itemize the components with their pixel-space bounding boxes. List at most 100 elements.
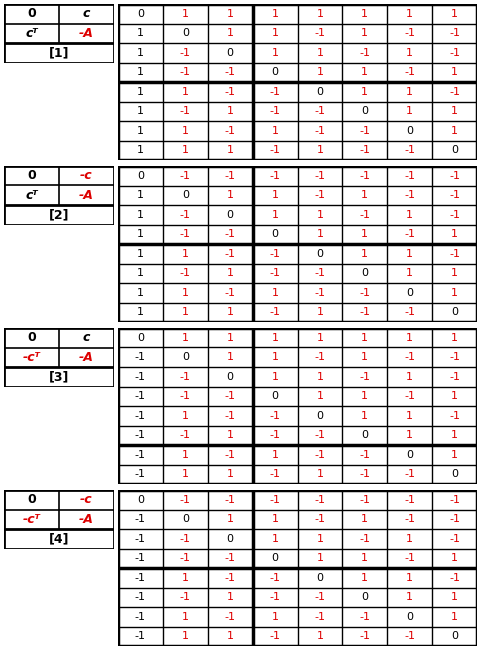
Text: -1: -1 bbox=[269, 592, 280, 602]
Text: -A: -A bbox=[79, 189, 94, 202]
Text: 1: 1 bbox=[271, 534, 278, 544]
Text: 1: 1 bbox=[450, 592, 457, 602]
Text: 0: 0 bbox=[137, 8, 144, 19]
Text: -1: -1 bbox=[135, 515, 145, 524]
Text: -cᵀ: -cᵀ bbox=[23, 513, 40, 526]
Text: -1: -1 bbox=[224, 573, 235, 582]
Text: -1: -1 bbox=[269, 170, 280, 181]
Text: 0: 0 bbox=[450, 145, 457, 155]
Text: 1: 1 bbox=[137, 67, 144, 77]
Text: 0: 0 bbox=[316, 411, 323, 421]
Text: 0: 0 bbox=[360, 268, 368, 278]
Text: -1: -1 bbox=[135, 411, 145, 421]
Text: 1: 1 bbox=[360, 67, 368, 77]
Text: 1: 1 bbox=[137, 106, 144, 116]
Text: 0: 0 bbox=[271, 553, 278, 564]
Text: 1: 1 bbox=[181, 145, 189, 155]
Text: -1: -1 bbox=[448, 411, 459, 421]
Text: 1: 1 bbox=[405, 534, 412, 544]
Text: -1: -1 bbox=[269, 87, 280, 97]
Text: 1: 1 bbox=[181, 87, 189, 97]
Text: -1: -1 bbox=[403, 229, 414, 239]
Text: -1: -1 bbox=[180, 210, 191, 220]
Text: -1: -1 bbox=[403, 470, 414, 479]
Text: 1: 1 bbox=[316, 145, 323, 155]
Text: 1: 1 bbox=[137, 288, 144, 298]
Text: -1: -1 bbox=[224, 391, 235, 401]
Text: 1: 1 bbox=[450, 333, 457, 343]
Text: -1: -1 bbox=[403, 308, 414, 317]
Text: 1: 1 bbox=[450, 553, 457, 564]
Text: -1: -1 bbox=[180, 229, 191, 239]
Text: -1: -1 bbox=[135, 631, 145, 641]
Text: 1: 1 bbox=[226, 592, 233, 602]
Text: -1: -1 bbox=[224, 495, 235, 505]
Text: -1: -1 bbox=[359, 170, 370, 181]
Text: 0: 0 bbox=[360, 592, 368, 602]
Text: -1: -1 bbox=[224, 411, 235, 421]
Text: 1: 1 bbox=[271, 126, 278, 136]
Text: 1: 1 bbox=[181, 249, 189, 259]
Text: 0: 0 bbox=[450, 631, 457, 641]
Text: 1: 1 bbox=[360, 411, 368, 421]
Text: 1: 1 bbox=[360, 553, 368, 564]
Text: -1: -1 bbox=[403, 391, 414, 401]
Text: 1: 1 bbox=[271, 190, 278, 200]
Text: 1: 1 bbox=[360, 249, 368, 259]
Text: 1: 1 bbox=[137, 48, 144, 57]
Text: 1: 1 bbox=[405, 411, 412, 421]
Text: 0: 0 bbox=[27, 7, 36, 20]
Text: [1]: [1] bbox=[48, 46, 69, 59]
Text: 1: 1 bbox=[405, 430, 412, 440]
Text: 1: 1 bbox=[360, 515, 368, 524]
Text: -1: -1 bbox=[448, 170, 459, 181]
Text: 1: 1 bbox=[271, 288, 278, 298]
Text: 0: 0 bbox=[405, 126, 412, 136]
Text: 1: 1 bbox=[226, 28, 233, 39]
Text: -A: -A bbox=[79, 27, 94, 40]
Text: 0: 0 bbox=[316, 87, 323, 97]
Text: 1: 1 bbox=[271, 372, 278, 382]
Text: 1: 1 bbox=[181, 612, 189, 622]
Text: -1: -1 bbox=[269, 411, 280, 421]
Text: 1: 1 bbox=[137, 308, 144, 317]
Text: -1: -1 bbox=[269, 249, 280, 259]
Text: -A: -A bbox=[79, 351, 94, 364]
Text: 1: 1 bbox=[271, 8, 278, 19]
Text: -1: -1 bbox=[224, 126, 235, 136]
Text: 1: 1 bbox=[316, 333, 323, 343]
Text: -c: -c bbox=[80, 169, 93, 182]
Text: 1: 1 bbox=[137, 268, 144, 278]
Text: -1: -1 bbox=[359, 48, 370, 57]
Text: 1: 1 bbox=[181, 573, 189, 582]
Text: [3]: [3] bbox=[48, 370, 69, 383]
Text: 1: 1 bbox=[405, 210, 412, 220]
Text: -1: -1 bbox=[448, 210, 459, 220]
Text: 1: 1 bbox=[405, 87, 412, 97]
Text: 1: 1 bbox=[405, 372, 412, 382]
Text: 1: 1 bbox=[226, 515, 233, 524]
Text: 1: 1 bbox=[316, 534, 323, 544]
Text: 1: 1 bbox=[271, 210, 278, 220]
Text: cᵀ: cᵀ bbox=[25, 27, 38, 40]
Text: 0: 0 bbox=[27, 493, 36, 506]
Text: 1: 1 bbox=[316, 372, 323, 382]
Text: -1: -1 bbox=[448, 28, 459, 39]
Text: -1: -1 bbox=[403, 495, 414, 505]
Text: 1: 1 bbox=[226, 631, 233, 641]
Text: 1: 1 bbox=[137, 249, 144, 259]
Text: -1: -1 bbox=[403, 352, 414, 362]
Text: -1: -1 bbox=[359, 495, 370, 505]
Text: -1: -1 bbox=[180, 495, 191, 505]
Text: -1: -1 bbox=[403, 28, 414, 39]
Text: 1: 1 bbox=[271, 28, 278, 39]
Text: -1: -1 bbox=[135, 470, 145, 479]
Text: 1: 1 bbox=[181, 470, 189, 479]
Text: -1: -1 bbox=[314, 592, 325, 602]
Text: 0: 0 bbox=[450, 470, 457, 479]
Text: 0: 0 bbox=[226, 210, 233, 220]
Text: -1: -1 bbox=[359, 308, 370, 317]
Text: -1: -1 bbox=[314, 515, 325, 524]
Text: 1: 1 bbox=[316, 391, 323, 401]
Text: 1: 1 bbox=[316, 631, 323, 641]
